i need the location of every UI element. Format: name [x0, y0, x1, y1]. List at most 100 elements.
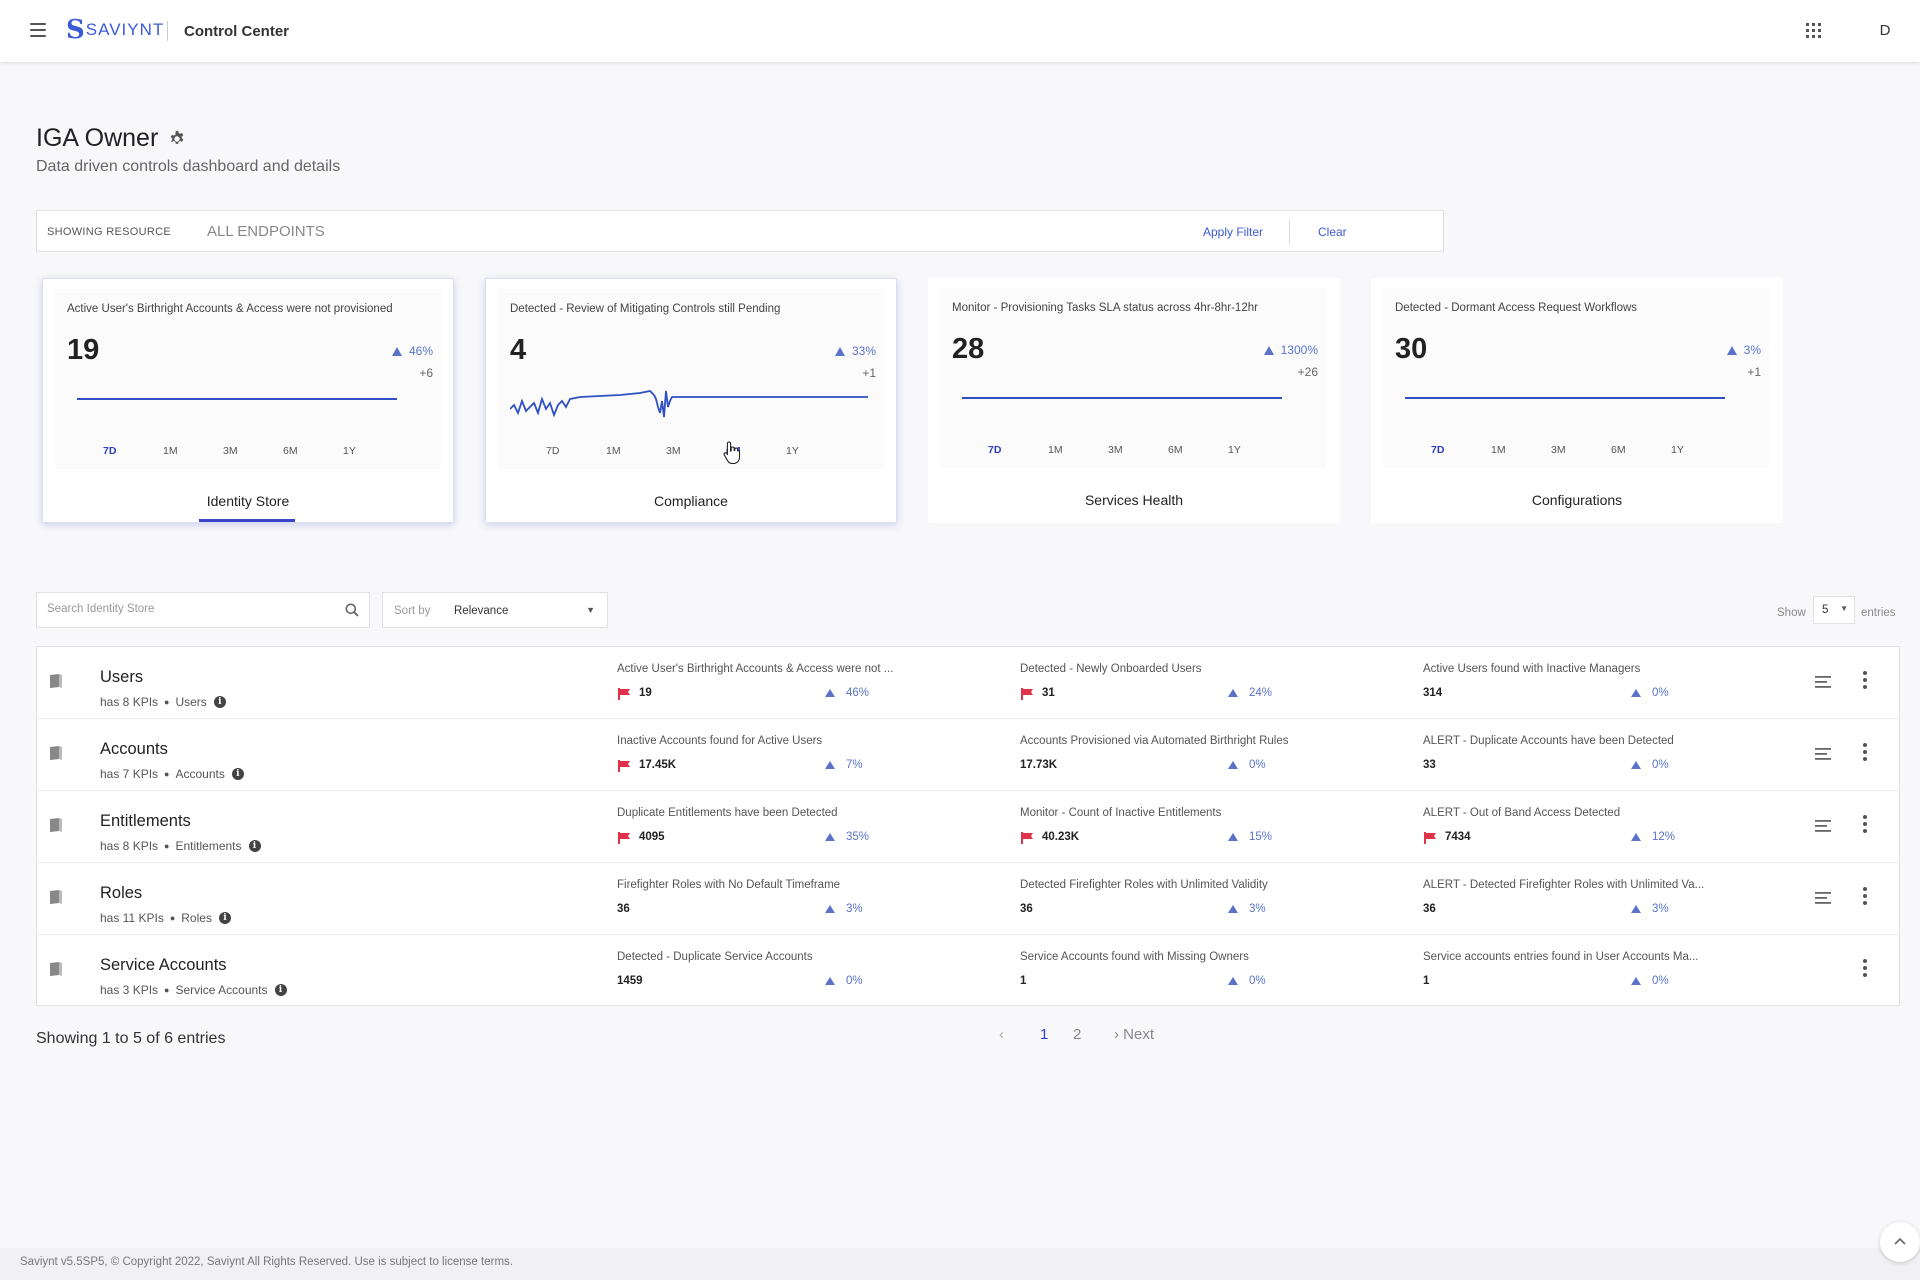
period-7d[interactable]: 7D: [103, 445, 117, 457]
kpi-cell[interactable]: Monitor - Count of Inactive Entitlements…: [1020, 807, 1380, 846]
apply-filter-button[interactable]: Apply Filter: [1203, 225, 1264, 239]
info-icon[interactable]: i: [231, 768, 244, 780]
trend-up-icon: [825, 761, 835, 769]
kpi-card-configurations[interactable]: Detected - Dormant Access Request Workfl…: [1371, 278, 1783, 523]
period-1y[interactable]: 1Y: [1671, 444, 1684, 456]
clear-filter-button[interactable]: Clear: [1318, 225, 1347, 239]
kpi-trend-value: 0%: [1652, 975, 1669, 987]
tab-services-health[interactable]: Services Health: [1084, 492, 1184, 508]
page-1-button[interactable]: 1: [1040, 1026, 1049, 1043]
info-icon[interactable]: i: [248, 840, 261, 852]
period-1m[interactable]: 1M: [1048, 444, 1063, 456]
scroll-to-top-button[interactable]: [1880, 1222, 1920, 1262]
period-1y[interactable]: 1Y: [786, 445, 799, 457]
kpi-cell[interactable]: Service Accounts found with Missing Owne…: [1020, 951, 1380, 990]
more-options-icon[interactable]: [1863, 743, 1867, 761]
gear-icon[interactable]: [168, 130, 186, 148]
period-7d[interactable]: 7D: [988, 444, 1002, 456]
trend-up-icon: [825, 977, 835, 985]
period-6m[interactable]: 6M: [1611, 444, 1626, 456]
row-title[interactable]: Entitlements: [100, 812, 191, 830]
kpi-cell[interactable]: Accounts Provisioned via Automated Birth…: [1020, 735, 1380, 774]
list-lines-icon[interactable]: [1815, 891, 1831, 905]
resource-selector[interactable]: ALL ENDPOINTS: [207, 223, 325, 240]
page-size-select[interactable]: 5 ▼: [1813, 596, 1855, 624]
more-options-icon[interactable]: [1863, 959, 1867, 977]
kpi-cell[interactable]: Inactive Accounts found for Active Users…: [617, 735, 977, 774]
kpi-card-services-health[interactable]: Monitor - Provisioning Tasks SLA status …: [928, 278, 1340, 523]
kpi-card-identity-store[interactable]: Active User's Birthright Accounts & Acce…: [42, 278, 454, 523]
kpi-cell[interactable]: Detected - Newly Onboarded Users 31 24%: [1020, 663, 1380, 702]
more-options-icon[interactable]: [1863, 671, 1867, 689]
bullet: ●: [164, 985, 170, 995]
copyright-text: Saviynt v5.5SP5, © Copyright 2022, Saviy…: [20, 1256, 513, 1268]
search-input[interactable]: [47, 603, 337, 615]
list-lines-icon[interactable]: [1815, 747, 1831, 761]
more-options-icon[interactable]: [1863, 887, 1867, 905]
period-3m[interactable]: 3M: [1108, 444, 1123, 456]
list-lines-icon[interactable]: [1815, 819, 1831, 833]
kpi-trend-value: 35%: [846, 831, 870, 843]
kpi-cell[interactable]: Active Users found with Inactive Manager…: [1423, 663, 1783, 702]
kpi-stats: 40.23K 15%: [1020, 830, 1380, 846]
info-icon[interactable]: i: [213, 696, 226, 708]
card-trend: 1300%: [1263, 343, 1318, 357]
trend-up-icon: [391, 346, 402, 356]
kpi-cell[interactable]: ALERT - Duplicate Accounts have been Det…: [1423, 735, 1783, 774]
avatar[interactable]: D: [1879, 22, 1891, 39]
period-3m[interactable]: 3M: [223, 445, 238, 457]
trend-up-icon: [825, 905, 835, 913]
kpi-cell[interactable]: Firefighter Roles with No Default Timefr…: [617, 879, 977, 918]
period-3m[interactable]: 3M: [1551, 444, 1566, 456]
period-1m[interactable]: 1M: [163, 445, 178, 457]
period-6m[interactable]: 6M: [283, 445, 298, 457]
kpi-stats: 1 0%: [1423, 974, 1783, 990]
list-lines-icon[interactable]: [1815, 675, 1831, 689]
kpi-title: Monitor - Count of Inactive Entitlements: [1020, 807, 1222, 819]
kpi-cell[interactable]: ALERT - Detected Firefighter Roles with …: [1423, 879, 1783, 918]
kpi-cell[interactable]: Detected Firefighter Roles with Unlimite…: [1020, 879, 1380, 918]
tab-compliance[interactable]: Compliance: [654, 493, 728, 509]
period-1y[interactable]: 1Y: [1228, 444, 1241, 456]
period-7d[interactable]: 7D: [1431, 444, 1445, 456]
hamburger-icon[interactable]: [30, 23, 46, 37]
period-1m[interactable]: 1M: [1491, 444, 1506, 456]
period-6m[interactable]: 6M: [1168, 444, 1183, 456]
row-category: Roles: [181, 911, 212, 925]
card-trend: 33%: [834, 344, 876, 358]
tab-configurations[interactable]: Configurations: [1531, 492, 1623, 508]
grid-icon[interactable]: [1806, 23, 1821, 38]
kpi-cell[interactable]: Duplicate Entitlements have been Detecte…: [617, 807, 977, 846]
page-title: IGA Owner: [36, 124, 186, 153]
period-1m[interactable]: 1M: [606, 445, 621, 457]
period-7d[interactable]: 7D: [546, 445, 560, 457]
kpi-cell[interactable]: Service accounts entries found in User A…: [1423, 951, 1783, 990]
sort-dropdown[interactable]: Sort by Relevance ▼: [382, 592, 608, 628]
next-page-button[interactable]: › Next: [1114, 1026, 1155, 1043]
info-icon[interactable]: i: [274, 984, 287, 996]
row-title[interactable]: Service Accounts: [100, 956, 227, 974]
row-title[interactable]: Accounts: [100, 740, 168, 758]
kpi-stats: 36 3%: [1020, 902, 1380, 918]
row-title[interactable]: Users: [100, 668, 144, 686]
period-3m[interactable]: 3M: [666, 445, 681, 457]
table-row: Users has 8 KPIs ● Users i Active User's Bi…: [37, 647, 1899, 719]
sparkline: [962, 397, 1282, 399]
row-category: Service Accounts: [175, 983, 268, 997]
more-options-icon[interactable]: [1863, 815, 1867, 833]
sparkline: [510, 390, 868, 418]
period-1y[interactable]: 1Y: [343, 445, 356, 457]
kpi-cell[interactable]: ALERT - Out of Band Access Detected 7434…: [1423, 807, 1783, 846]
row-title[interactable]: Roles: [100, 884, 143, 902]
search-icon[interactable]: [345, 603, 359, 617]
kpi-cell[interactable]: Detected - Duplicate Service Accounts 14…: [617, 951, 977, 990]
info-icon[interactable]: i: [218, 912, 231, 924]
filter-label: SHOWING RESOURCE: [47, 226, 171, 238]
kpi-trend-value: 0%: [1652, 687, 1669, 699]
saviynt-logo[interactable]: S SAVIYNT: [66, 17, 164, 43]
page-2-button[interactable]: 2: [1073, 1026, 1082, 1043]
kpi-cell[interactable]: Active User's Birthright Accounts & Acce…: [617, 663, 977, 702]
prev-page-button[interactable]: ‹: [999, 1026, 1004, 1043]
kpi-card-compliance[interactable]: Detected - Review of Mitigating Controls…: [485, 278, 897, 523]
tab-identity-store[interactable]: Identity Store: [206, 493, 290, 509]
